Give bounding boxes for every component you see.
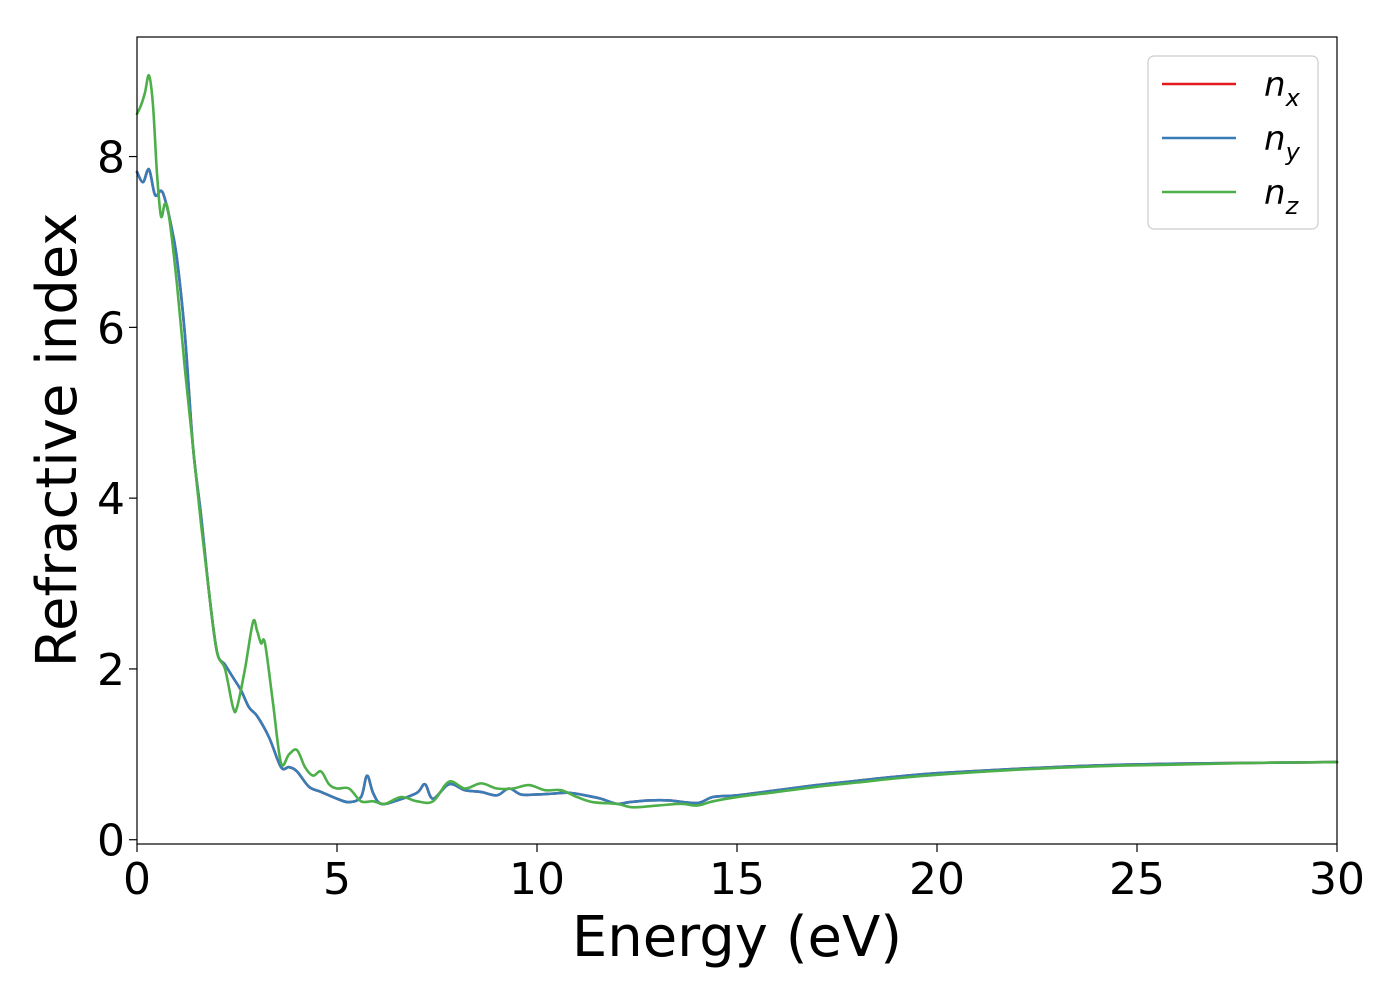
series-lines xyxy=(135,74,1339,809)
x-tick-label: 10 xyxy=(509,854,565,905)
x-tick-label: 25 xyxy=(1109,854,1165,905)
series-line-z xyxy=(135,74,1339,809)
x-tick-label: 20 xyxy=(909,854,965,905)
plot-frame xyxy=(136,36,1338,845)
legend-label-y: ny xyxy=(1264,119,1301,166)
x-tick-label: 5 xyxy=(323,854,351,905)
legend-label-base: n xyxy=(1264,173,1286,213)
x-tick-label: 30 xyxy=(1309,854,1365,905)
y-tick-label: 6 xyxy=(97,303,125,354)
y-axis-label: Refractive index xyxy=(25,213,90,668)
legend-box xyxy=(1147,55,1319,230)
legend-label-subscript: z xyxy=(1285,192,1300,220)
y-tick-label: 4 xyxy=(97,474,125,525)
x-axis-label: Energy (eV) xyxy=(572,905,902,970)
legend-label-subscript: x xyxy=(1285,84,1301,112)
y-tick-label: 2 xyxy=(97,645,125,696)
plot-area xyxy=(137,37,1337,844)
y-tick-label: 8 xyxy=(97,133,125,184)
x-axis-ticks: 0 5 10 15 20 25 30 xyxy=(123,844,1365,905)
y-axis-ticks: 0 2 4 6 8 xyxy=(97,133,137,867)
legend-label-base: n xyxy=(1264,119,1286,159)
x-tick-label: 0 xyxy=(123,854,151,905)
y-tick-label: 0 xyxy=(97,816,125,867)
legend-label-x: nx xyxy=(1264,65,1301,112)
legend-label-base: n xyxy=(1264,65,1286,105)
legend-label-subscript: y xyxy=(1285,138,1301,166)
x-tick-label: 15 xyxy=(709,854,765,905)
legend-label-z: nz xyxy=(1264,173,1300,220)
